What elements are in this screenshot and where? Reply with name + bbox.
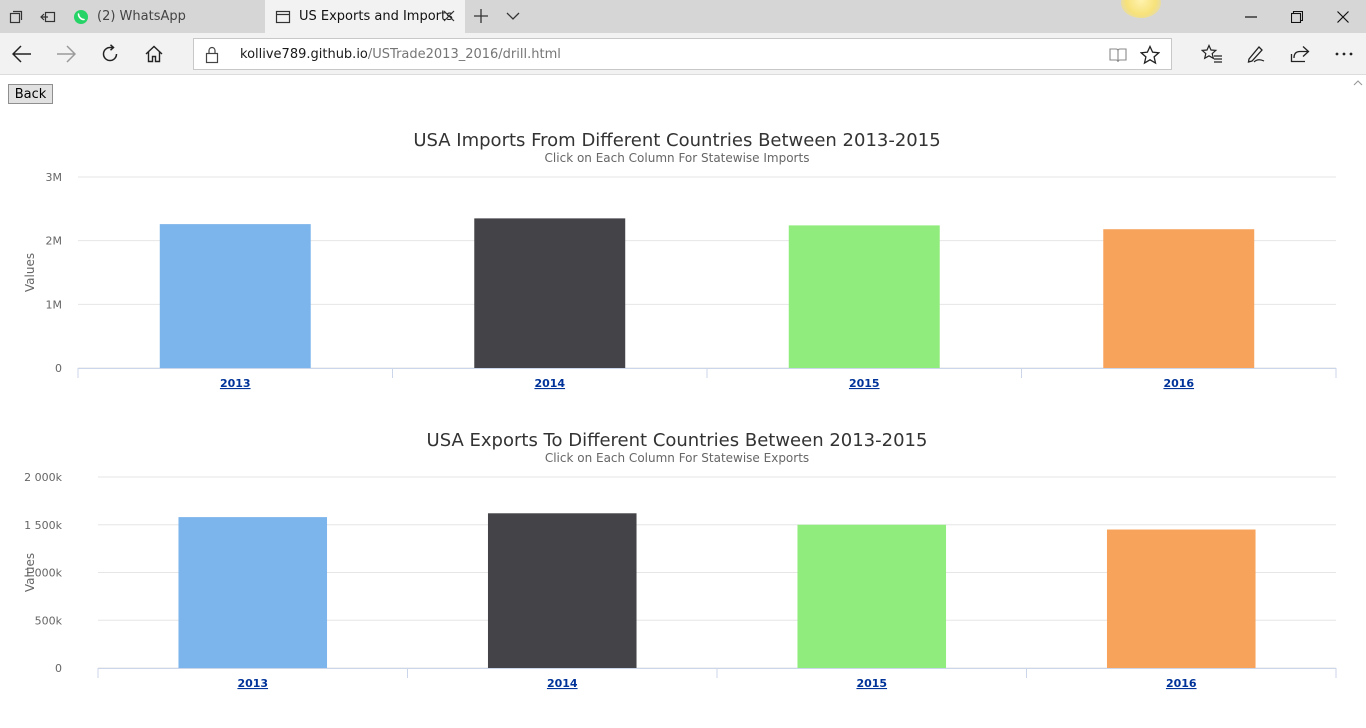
chart-title: USA Imports From Different Countries Bet… bbox=[413, 130, 940, 151]
y-tick-label: 1 000k bbox=[24, 567, 62, 580]
favorites-hub-icon[interactable] bbox=[1195, 37, 1229, 71]
url-host: kollive789.github.io bbox=[240, 47, 368, 62]
decorative-glow bbox=[1121, 0, 1161, 18]
x-tick-label-2013[interactable]: 2013 bbox=[237, 677, 268, 690]
x-tick-label-2015[interactable]: 2015 bbox=[849, 377, 880, 390]
page-content: Back USA Imports From Different Countrie… bbox=[0, 75, 1366, 728]
lock-icon bbox=[204, 46, 220, 64]
y-tick-label: 0 bbox=[55, 362, 62, 375]
tab-label: (2) WhatsApp bbox=[97, 9, 186, 24]
reading-view-icon[interactable] bbox=[1108, 45, 1128, 65]
x-tick-label-2013[interactable]: 2013 bbox=[220, 377, 251, 390]
bar-2015[interactable] bbox=[797, 524, 947, 668]
bar-2016[interactable] bbox=[1106, 529, 1256, 668]
whatsapp-icon bbox=[73, 9, 89, 25]
y-tick-label: 500k bbox=[35, 614, 63, 627]
x-tick-label-2014[interactable]: 2014 bbox=[547, 677, 578, 690]
close-window-icon[interactable] bbox=[1320, 0, 1366, 33]
minimize-icon[interactable] bbox=[1228, 0, 1274, 33]
bar-2015[interactable] bbox=[788, 225, 940, 368]
url-text[interactable]: kollive789.github.io/USTrade2013_2016/dr… bbox=[240, 47, 561, 62]
imports-chart: USA Imports From Different Countries Bet… bbox=[23, 130, 1337, 390]
address-bar[interactable]: kollive789.github.io/USTrade2013_2016/dr… bbox=[193, 38, 1172, 70]
chart-title: USA Exports To Different Countries Betwe… bbox=[427, 430, 928, 451]
forward-arrow-icon[interactable] bbox=[49, 37, 83, 71]
y-tick-label: 1 500k bbox=[24, 519, 62, 532]
x-tick-label-2016[interactable]: 2016 bbox=[1163, 377, 1194, 390]
share-icon[interactable] bbox=[1283, 37, 1317, 71]
y-tick-label: 2 000k bbox=[24, 471, 62, 484]
home-icon[interactable] bbox=[137, 37, 171, 71]
close-tab-icon[interactable] bbox=[441, 8, 457, 24]
x-tick-label-2015[interactable]: 2015 bbox=[856, 677, 887, 690]
back-button[interactable]: Back bbox=[8, 84, 53, 104]
exports-chart: USA Exports To Different Countries Betwe… bbox=[23, 430, 1337, 690]
x-tick-label-2014[interactable]: 2014 bbox=[534, 377, 565, 390]
set-tabs-aside-icon[interactable] bbox=[32, 0, 63, 33]
pen-notes-icon[interactable] bbox=[1239, 37, 1273, 71]
chevron-down-icon[interactable] bbox=[502, 5, 524, 27]
browser-nav-bar: kollive789.github.io/USTrade2013_2016/dr… bbox=[0, 33, 1366, 75]
scrollbar-up-arrow-icon[interactable] bbox=[1350, 75, 1366, 91]
browser-tab-bar: (2) WhatsApp US Exports and Imports bbox=[0, 0, 1366, 33]
y-axis-title: Values bbox=[23, 253, 37, 292]
refresh-icon[interactable] bbox=[93, 37, 127, 71]
x-tick-label-2016[interactable]: 2016 bbox=[1166, 677, 1197, 690]
new-tab-icon[interactable] bbox=[470, 5, 492, 27]
tab-whatsapp[interactable]: (2) WhatsApp bbox=[63, 0, 265, 33]
bar-2013[interactable] bbox=[159, 224, 311, 368]
chart-subtitle: Click on Each Column For Statewise Expor… bbox=[545, 451, 809, 465]
y-tick-label: 3M bbox=[46, 171, 63, 184]
tab-actions-icon[interactable] bbox=[0, 0, 31, 33]
chart-subtitle: Click on Each Column For Statewise Impor… bbox=[545, 151, 810, 165]
y-tick-label: 2M bbox=[46, 235, 63, 248]
bar-2014[interactable] bbox=[487, 513, 637, 668]
tab-us-exports-imports[interactable]: US Exports and Imports bbox=[265, 0, 465, 33]
url-path: /USTrade2013_2016/drill.html bbox=[367, 47, 561, 62]
bar-2014[interactable] bbox=[474, 218, 626, 368]
y-tick-label: 0 bbox=[55, 662, 62, 675]
bar-2013[interactable] bbox=[178, 517, 328, 668]
page-icon bbox=[275, 9, 291, 25]
back-arrow-icon[interactable] bbox=[5, 37, 39, 71]
more-options-icon[interactable] bbox=[1327, 37, 1361, 71]
y-axis-title: Values bbox=[23, 553, 37, 592]
tab-label: US Exports and Imports bbox=[299, 9, 453, 24]
favorite-star-icon[interactable] bbox=[1140, 45, 1160, 65]
bar-2016[interactable] bbox=[1103, 229, 1255, 368]
y-tick-label: 1M bbox=[46, 298, 63, 311]
restore-icon[interactable] bbox=[1274, 0, 1320, 33]
